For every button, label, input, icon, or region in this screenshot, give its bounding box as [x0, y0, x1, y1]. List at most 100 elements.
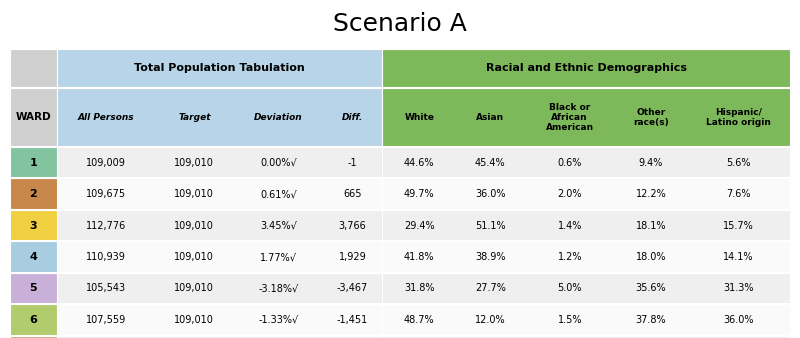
FancyBboxPatch shape: [382, 304, 790, 336]
Text: 9.4%: 9.4%: [639, 158, 663, 168]
Text: 109,010: 109,010: [174, 315, 214, 325]
Text: 12.0%: 12.0%: [475, 315, 506, 325]
Text: 1.5%: 1.5%: [558, 315, 582, 325]
FancyBboxPatch shape: [382, 178, 790, 210]
Text: -1: -1: [348, 158, 358, 168]
Text: 1: 1: [30, 158, 37, 168]
Text: All Persons: All Persons: [78, 113, 134, 122]
FancyBboxPatch shape: [10, 336, 57, 338]
FancyBboxPatch shape: [10, 304, 57, 336]
Text: 18.1%: 18.1%: [636, 221, 666, 231]
FancyBboxPatch shape: [10, 88, 57, 147]
Text: 2.0%: 2.0%: [558, 189, 582, 199]
Text: 5: 5: [30, 284, 37, 293]
Text: 51.1%: 51.1%: [475, 221, 506, 231]
Text: Target: Target: [178, 113, 210, 122]
Text: -1,451: -1,451: [337, 315, 368, 325]
FancyBboxPatch shape: [57, 88, 382, 147]
Text: 48.7%: 48.7%: [404, 315, 434, 325]
FancyBboxPatch shape: [10, 273, 57, 304]
Text: 44.6%: 44.6%: [404, 158, 434, 168]
Text: 49.7%: 49.7%: [404, 189, 434, 199]
FancyBboxPatch shape: [382, 241, 790, 273]
Text: 0.6%: 0.6%: [558, 158, 582, 168]
Text: 3: 3: [30, 221, 37, 231]
Text: 1,929: 1,929: [338, 252, 366, 262]
Text: 107,559: 107,559: [86, 315, 126, 325]
Text: 45.4%: 45.4%: [475, 158, 506, 168]
Text: 14.1%: 14.1%: [723, 252, 754, 262]
Text: 110,939: 110,939: [86, 252, 126, 262]
Text: Other
race(s): Other race(s): [633, 108, 669, 127]
FancyBboxPatch shape: [57, 273, 382, 304]
Text: Asian: Asian: [476, 113, 504, 122]
Text: 15.7%: 15.7%: [723, 221, 754, 231]
FancyBboxPatch shape: [57, 49, 382, 88]
FancyBboxPatch shape: [382, 88, 790, 147]
FancyBboxPatch shape: [382, 336, 790, 338]
Text: 5.0%: 5.0%: [558, 284, 582, 293]
FancyBboxPatch shape: [10, 210, 57, 241]
Text: 105,543: 105,543: [86, 284, 126, 293]
Text: 0.61%√: 0.61%√: [260, 189, 297, 199]
Text: 665: 665: [343, 189, 362, 199]
Text: 1.77%√: 1.77%√: [260, 252, 297, 262]
Text: 41.8%: 41.8%: [404, 252, 434, 262]
Text: 38.9%: 38.9%: [475, 252, 506, 262]
Text: 35.6%: 35.6%: [636, 284, 666, 293]
Text: Hispanic/
Latino origin: Hispanic/ Latino origin: [706, 108, 770, 127]
Text: -3,467: -3,467: [337, 284, 368, 293]
Text: 109,010: 109,010: [174, 189, 214, 199]
FancyBboxPatch shape: [10, 147, 57, 178]
Text: WARD: WARD: [15, 113, 51, 122]
FancyBboxPatch shape: [57, 336, 382, 338]
Text: -1.33%√: -1.33%√: [258, 315, 298, 325]
FancyBboxPatch shape: [10, 336, 57, 338]
Text: Racial and Ethnic Demographics: Racial and Ethnic Demographics: [486, 64, 686, 73]
Text: 109,010: 109,010: [174, 252, 214, 262]
Text: Deviation: Deviation: [254, 113, 303, 122]
Text: 7.6%: 7.6%: [726, 189, 750, 199]
Text: 0.00%√: 0.00%√: [260, 158, 297, 168]
Text: 3,766: 3,766: [338, 221, 366, 231]
FancyBboxPatch shape: [57, 241, 382, 273]
Text: Black or
African
American: Black or African American: [546, 102, 594, 132]
FancyBboxPatch shape: [57, 178, 382, 210]
Text: Total Population Tabulation: Total Population Tabulation: [134, 64, 305, 73]
Text: 31.8%: 31.8%: [404, 284, 434, 293]
FancyBboxPatch shape: [10, 178, 57, 210]
Text: 5.6%: 5.6%: [726, 158, 750, 168]
Text: 109,010: 109,010: [174, 158, 214, 168]
FancyBboxPatch shape: [382, 147, 790, 178]
FancyBboxPatch shape: [57, 147, 382, 178]
Text: 18.0%: 18.0%: [636, 252, 666, 262]
FancyBboxPatch shape: [57, 304, 382, 336]
Text: 2: 2: [30, 189, 37, 199]
FancyBboxPatch shape: [10, 241, 57, 273]
Text: 4: 4: [29, 252, 37, 262]
Text: 12.2%: 12.2%: [636, 189, 666, 199]
FancyBboxPatch shape: [10, 241, 57, 273]
Text: 6: 6: [29, 315, 37, 325]
FancyBboxPatch shape: [382, 210, 790, 241]
FancyBboxPatch shape: [10, 49, 57, 88]
Text: 1.4%: 1.4%: [558, 221, 582, 231]
Text: 1.2%: 1.2%: [558, 252, 582, 262]
Text: 36.0%: 36.0%: [723, 315, 754, 325]
FancyBboxPatch shape: [10, 178, 57, 210]
Text: -3.18%√: -3.18%√: [258, 284, 298, 293]
FancyBboxPatch shape: [10, 273, 57, 304]
FancyBboxPatch shape: [382, 273, 790, 304]
FancyBboxPatch shape: [382, 49, 790, 88]
FancyBboxPatch shape: [10, 210, 57, 241]
Text: 109,010: 109,010: [174, 284, 214, 293]
Text: 109,009: 109,009: [86, 158, 126, 168]
FancyBboxPatch shape: [10, 304, 57, 336]
Text: White: White: [404, 113, 434, 122]
Text: 31.3%: 31.3%: [723, 284, 754, 293]
Text: 29.4%: 29.4%: [404, 221, 434, 231]
FancyBboxPatch shape: [57, 210, 382, 241]
Text: 3.45%√: 3.45%√: [260, 221, 297, 231]
Text: Diff.: Diff.: [342, 113, 363, 122]
Text: 112,776: 112,776: [86, 221, 126, 231]
